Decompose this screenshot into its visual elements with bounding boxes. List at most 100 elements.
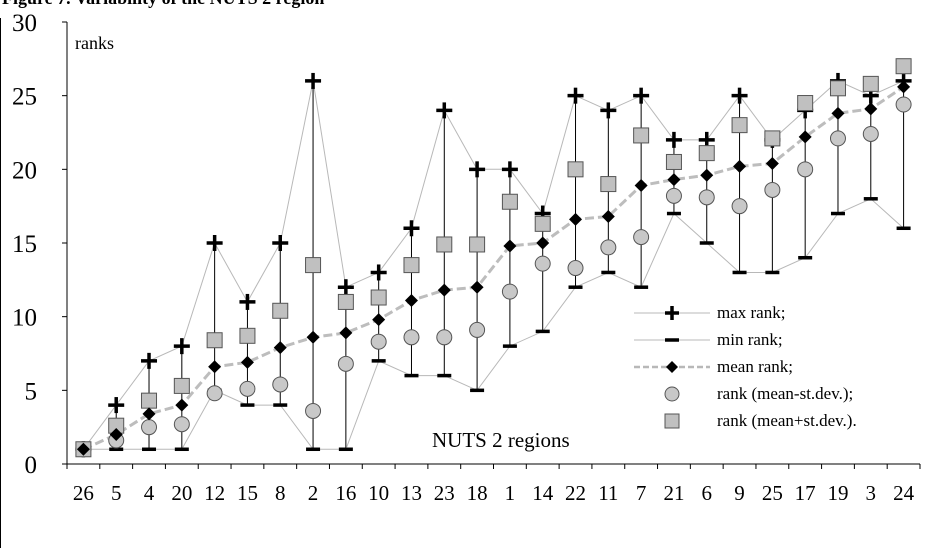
x-tick-label: 5 [111,481,122,505]
legend-label-mean-plus-sd: rank (mean+st.dev.). [717,411,857,430]
y-tick-label: 30 [12,10,37,37]
mean-marker [536,236,550,250]
mean-plus-sd-marker [764,130,781,147]
x-tick-label: 8 [275,481,286,505]
legend-symbol-mean [634,361,710,373]
mean-minus-sd-marker [305,402,322,419]
x-tick-label: 16 [335,481,356,505]
legend-item-mean: mean rank; [632,354,932,381]
mean-plus-sd-marker [305,257,322,274]
mean-minus-sd-marker [436,329,453,346]
y-tick-label: 15 [12,231,37,258]
mean-marker [76,442,90,456]
legend-label-mean: mean rank; [717,357,793,376]
mean-marker [306,330,320,344]
legend-label-max: max rank; [717,303,786,322]
x-tick-label: 1 [505,481,516,505]
mean-minus-sd-marker [764,181,781,198]
y-tick-label: 25 [12,84,37,111]
x-tick-label: 7 [636,481,647,505]
mean-marker [733,159,747,173]
mean-minus-sd-marker [239,380,256,397]
x-tick-label: 12 [204,481,225,505]
mean-minus-sd-marker [534,255,551,272]
mean-plus-sd-marker [534,215,551,232]
x-tick-label: 6 [702,481,713,505]
mean-minus-sd-marker [829,130,846,147]
figure-title: Figure 7. Variability of the NUTS 2 regi… [2,0,324,9]
x-tick-label: 21 [663,481,684,505]
mean-marker [831,106,845,120]
y-tick-label: 10 [12,305,37,332]
mean-minus-sd-marker [337,355,354,372]
mean-plus-sd-marker [633,127,650,144]
mean-plus-sd-marker [239,327,256,344]
x-tick-label: 2 [308,481,319,505]
mean-plus-sd-marker [862,75,879,92]
mean-marker [240,355,254,369]
legend-label-min: min rank; [717,330,783,349]
x-tick-label: 14 [532,481,554,505]
chart-annotation: NUTS 2 regions [432,428,570,452]
x-tick-label: 22 [565,481,586,505]
mean-minus-sd-marker [272,376,289,393]
mean-plus-sd-marker [698,145,715,162]
x-tick-label: 15 [237,481,258,505]
mean-plus-sd-marker [469,236,486,253]
legend-symbol-min [634,338,710,342]
mean-minus-sd-marker [501,283,518,300]
mean-plus-sd-marker [141,392,158,409]
mean-marker [765,156,779,170]
x-tick-label: 25 [762,481,783,505]
legend-symbol-mean-plus-sd [664,413,680,429]
mean-plus-sd-marker [337,293,354,310]
mean-marker [470,280,484,294]
mean-marker [601,209,615,223]
mean-minus-sd-marker [698,189,715,206]
mean-plus-sd-marker [173,377,190,394]
mean-marker [404,293,418,307]
legend-symbol-mean-minus-sd [664,386,680,402]
mean-plus-sd-marker [403,257,420,274]
legend-item-max: max rank; [632,300,932,327]
mean-minus-sd-marker [567,260,584,277]
mean-plus-sd-marker [665,153,682,170]
mean-minus-sd-marker [862,125,879,142]
mean-plus-sd-marker [895,58,912,75]
mean-minus-sd-marker [731,198,748,215]
mean-marker [864,102,878,116]
x-tick-label: 11 [598,481,618,505]
mean-minus-sd-marker [469,321,486,338]
mean-marker [175,398,189,412]
x-tick-label: 20 [171,481,192,505]
mean-marker [273,341,287,355]
mean-minus-sd-marker [600,239,617,256]
x-tick-label: 18 [467,481,488,505]
mean-plus-sd-marker [567,161,584,178]
mean-minus-sd-marker [173,416,190,433]
mean-marker [700,168,714,182]
x-tick-label: 3 [866,481,877,505]
x-tick-label: 26 [73,481,94,505]
y-tick-label: 0 [25,452,38,479]
mean-marker [897,80,911,94]
legend-symbol-max [634,306,710,320]
mean-marker [208,360,222,374]
mean-plus-sd-marker [370,289,387,306]
mean-marker [798,130,812,144]
mean-minus-sd-marker [141,419,158,436]
mean-marker [569,212,583,226]
mean-marker [503,239,517,253]
legend-item-min: min rank; [632,327,932,354]
mean-plus-sd-marker [206,332,223,349]
x-tick-label: 13 [401,481,422,505]
y-axis-label: ranks [75,33,114,53]
mean-minus-sd-marker [403,329,420,346]
mean-plus-sd-marker [272,302,289,319]
y-tick-label: 20 [12,157,37,184]
mean-minus-sd-marker [206,385,223,402]
legend-item-mean-minus-sd: rank (mean-st.dev.); [632,381,932,408]
mean-marker [142,407,156,421]
x-tick-label: 4 [144,481,155,505]
